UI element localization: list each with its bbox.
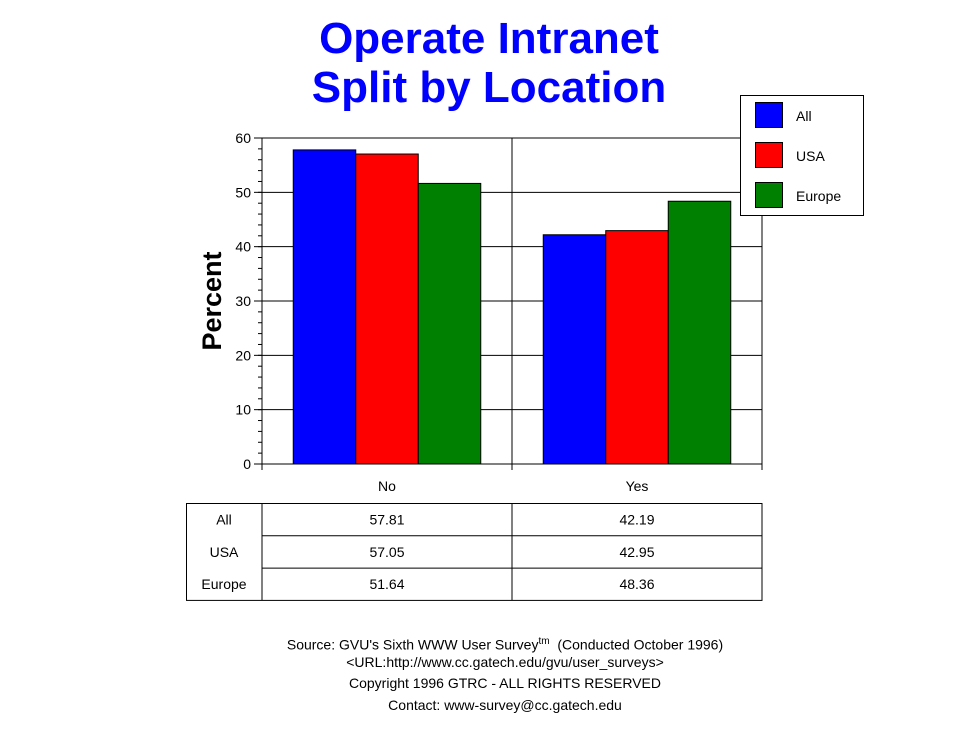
table-cell: 57.05 bbox=[369, 544, 404, 560]
table-row-label: All bbox=[216, 512, 232, 528]
table-cell: 48.36 bbox=[619, 576, 654, 592]
y-axis-label: Percent bbox=[197, 251, 227, 350]
x-tick-label: No bbox=[378, 478, 396, 494]
y-tick-label: 30 bbox=[235, 293, 251, 309]
chart-title-line-1: Operate Intranet bbox=[319, 14, 659, 63]
table-cell: 42.19 bbox=[619, 512, 654, 528]
source-text: Source: GVU's Sixth WWW User Survey bbox=[286, 636, 539, 653]
trademark: tm bbox=[538, 636, 550, 647]
bar-europe-yes bbox=[667, 200, 732, 465]
legend-label: USA bbox=[796, 148, 825, 164]
copyright: Copyright 1996 GTRC - ALL RIGHTS RESERVE… bbox=[349, 675, 661, 691]
table-cell: 57.81 bbox=[369, 512, 404, 528]
source-line: Source: GVU's Sixth WWW User Surveytm (C… bbox=[0, 636, 970, 653]
y-tick-label: 10 bbox=[235, 402, 251, 418]
chart-title-line-2: Split by Location bbox=[311, 63, 667, 112]
legend-swatch-usa bbox=[755, 142, 783, 168]
contact: Contact: www-survey@cc.gatech.edu bbox=[388, 697, 622, 713]
table-cell: 51.64 bbox=[369, 576, 404, 592]
table-cell: 42.95 bbox=[619, 544, 654, 560]
table-row-label: USA bbox=[210, 544, 239, 560]
bar-usa-no bbox=[355, 153, 419, 465]
data-table-border bbox=[186, 503, 763, 601]
bar-all-yes bbox=[542, 234, 607, 465]
legend-label: Europe bbox=[796, 188, 841, 204]
y-tick-label: 50 bbox=[235, 184, 251, 200]
legend-swatch-all bbox=[755, 102, 783, 128]
legend-label: All bbox=[796, 108, 812, 124]
bar-all-no bbox=[292, 149, 357, 465]
table-row-label: Europe bbox=[201, 576, 246, 592]
chart-title: Operate Intranet Split by Location bbox=[0, 14, 970, 112]
y-tick-label: 40 bbox=[235, 239, 251, 255]
bar-usa-yes bbox=[605, 230, 669, 465]
legend-swatch-europe bbox=[755, 182, 783, 208]
y-tick-label: 20 bbox=[235, 347, 251, 363]
x-tick-label: Yes bbox=[626, 478, 649, 494]
source-date: (Conducted October 1996) bbox=[549, 636, 724, 653]
source-url: <URL:http://www.cc.gatech.edu/gvu/user_s… bbox=[346, 654, 664, 670]
y-tick-label: 60 bbox=[235, 130, 251, 146]
bar-europe-no bbox=[417, 182, 482, 465]
y-tick-label: 0 bbox=[243, 456, 251, 472]
